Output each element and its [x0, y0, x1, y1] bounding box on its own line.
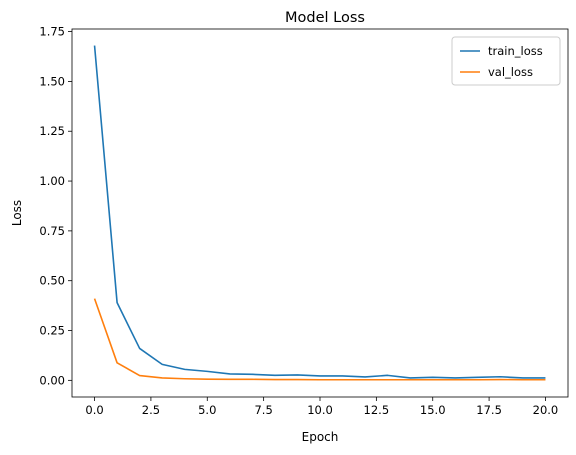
y-tick-label: 1.25: [39, 124, 65, 138]
x-tick-label: 5.0: [198, 403, 216, 417]
x-tick-label: 7.5: [254, 403, 272, 417]
y-axis-label: Loss: [10, 200, 24, 226]
y-tick-label: 1.50: [39, 74, 65, 88]
x-tick-label: 12.5: [364, 403, 390, 417]
x-axis-label: Epoch: [302, 430, 339, 444]
series-line-val-loss: [93, 298, 546, 381]
series-line-train-loss: [93, 45, 546, 379]
x-tick-label: 0.0: [85, 403, 103, 417]
x-tick-label: 20.0: [533, 403, 559, 417]
legend-box: [451, 36, 561, 86]
y-tick-label: 0.25: [39, 324, 65, 338]
legend-label: val_loss: [488, 65, 533, 79]
x-tick-label: 10.0: [307, 403, 333, 417]
y-tick-label: 0.50: [39, 274, 65, 288]
x-tick-label: 15.0: [420, 403, 446, 417]
y-tick-label: 1.75: [39, 25, 65, 39]
y-tick-label: 0.00: [39, 373, 65, 387]
plot-area: [93, 45, 546, 381]
y-tick-label: 1.00: [39, 174, 65, 188]
chart-title: Model Loss: [285, 10, 365, 26]
legend: train_loss val_loss: [451, 36, 561, 86]
x-tick-label: 17.5: [476, 403, 502, 417]
legend-label: train_loss: [488, 44, 543, 58]
x-tick-label: 2.5: [142, 403, 160, 417]
y-tick-label: 0.75: [39, 224, 65, 238]
